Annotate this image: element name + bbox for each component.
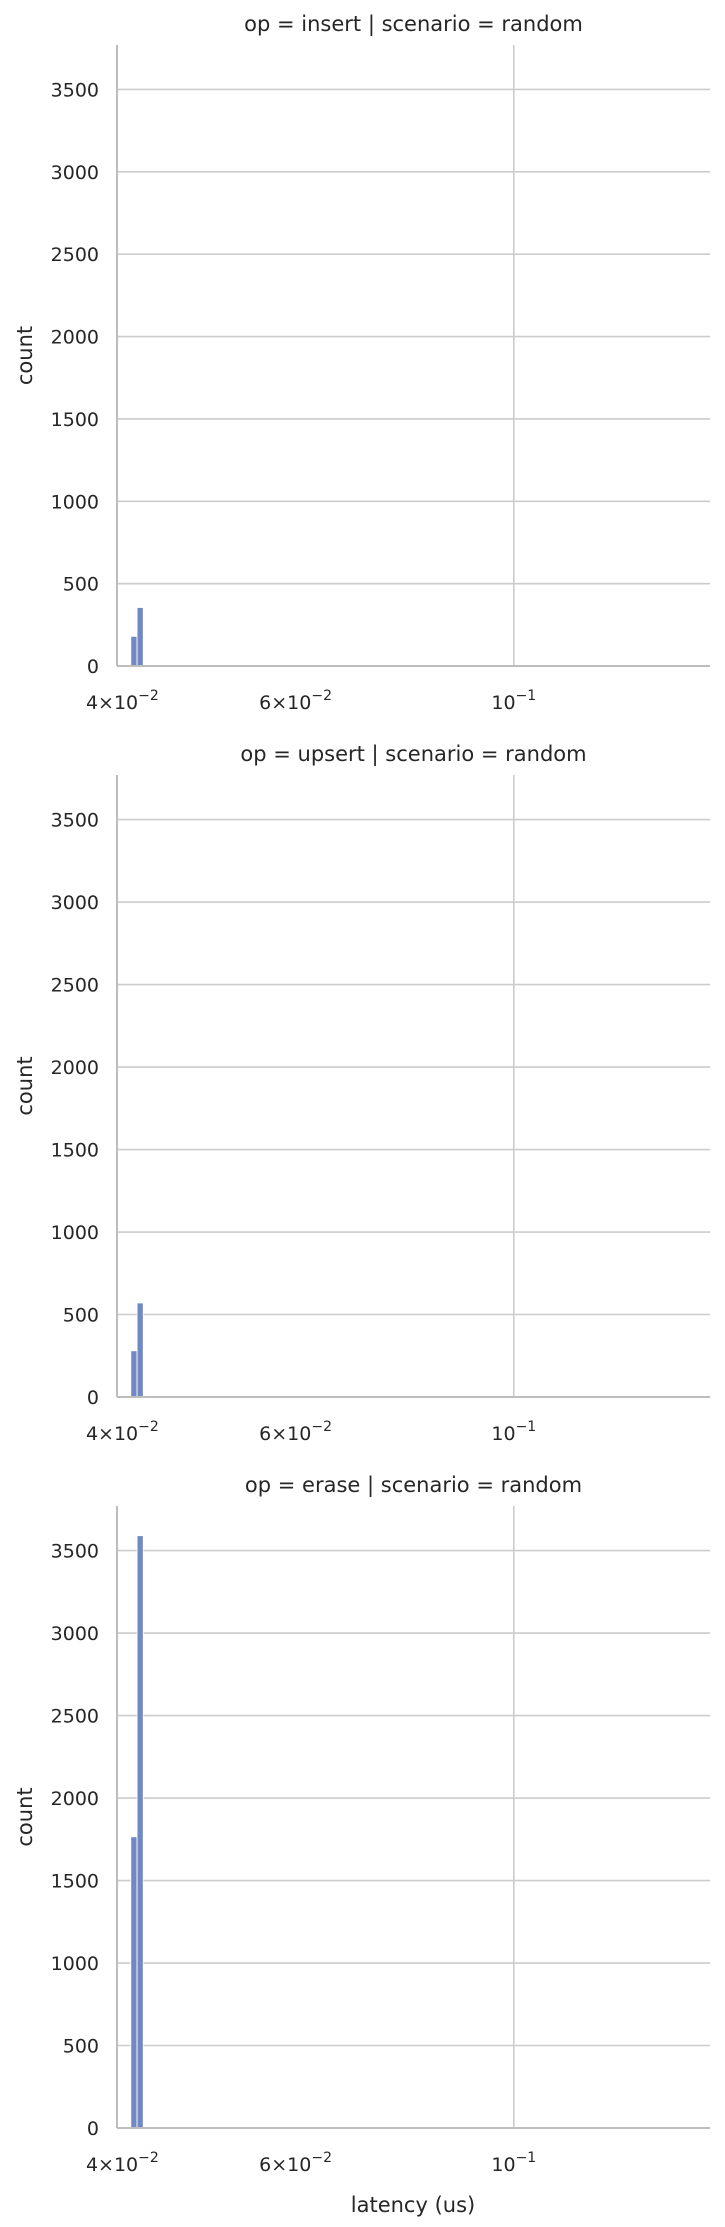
- y-tick-label: 2500: [51, 1706, 99, 1728]
- bar-layer: [130, 1302, 144, 1398]
- y-tick-label: 1500: [51, 1140, 99, 1162]
- panel-upsert: 0 500 1000 1500 2000 2500 3000 3500 4×10−2 6×10−…: [13, 742, 710, 1445]
- y-tick-label: 0: [87, 656, 99, 678]
- histogram-bar: [130, 1350, 138, 1398]
- grid-layer: [117, 1506, 710, 2128]
- bar-layer: [130, 607, 144, 667]
- x-axis-label: latency (us): [351, 2193, 475, 2217]
- x-tick-labels: 4×10−2 6×10−2 10−1: [86, 688, 536, 714]
- histogram-bar: [130, 1836, 138, 2129]
- y-tick-label: 2000: [51, 1788, 99, 1810]
- y-tick-label: 2000: [51, 327, 99, 349]
- y-tick-label: 3000: [51, 892, 99, 914]
- y-tick-label: 2500: [51, 244, 99, 266]
- y-tick-label: 3500: [51, 810, 99, 832]
- histogram-bar: [130, 635, 138, 667]
- x-tick-label: 6×10−2: [259, 688, 332, 714]
- y-tick-label: 500: [63, 1305, 99, 1327]
- panel-title: op = insert | scenario = random: [244, 12, 583, 37]
- y-axis-label: count: [13, 1787, 37, 1846]
- y-tick-label: 3000: [51, 162, 99, 184]
- histogram-bar: [136, 1302, 144, 1398]
- x-tick-label: 4×10−2: [86, 688, 159, 714]
- y-tick-label: 2000: [51, 1057, 99, 1079]
- y-tick-label: 1500: [51, 1871, 99, 1893]
- grid-layer: [117, 45, 710, 666]
- panel-insert: 0 500 1000 1500 2000 2500 3000 3500 4×10−2 6×10−…: [13, 12, 710, 714]
- x-tick-label: 4×10−2: [86, 1419, 159, 1445]
- x-tick-labels: 4×10−2 6×10−2 10−1: [86, 2150, 536, 2176]
- x-tick-label: 10−1: [491, 1419, 536, 1445]
- x-tick-label: 10−1: [491, 688, 536, 714]
- grid-layer: [117, 775, 710, 1397]
- histogram-bar: [136, 607, 144, 667]
- y-tick-label: 0: [87, 1387, 99, 1409]
- y-tick-label: 3000: [51, 1623, 99, 1645]
- x-tick-label: 6×10−2: [259, 1419, 332, 1445]
- y-tick-label: 500: [63, 2036, 99, 2058]
- y-tick-label: 1000: [51, 1953, 99, 1975]
- x-tick-label: 10−1: [491, 2150, 536, 2176]
- panel-title: op = erase | scenario = random: [245, 1473, 582, 1498]
- y-axis-label: count: [13, 1056, 37, 1115]
- x-tick-label: 4×10−2: [86, 2150, 159, 2176]
- x-tick-labels: 4×10−2 6×10−2 10−1: [86, 1419, 536, 1445]
- x-tick-label: 6×10−2: [259, 2150, 332, 2176]
- y-tick-labels: 0 500 1000 1500 2000 2500 3000 3500: [51, 79, 99, 678]
- y-tick-labels: 0 500 1000 1500 2000 2500 3000 3500: [51, 810, 99, 1409]
- panel-erase: 0 500 1000 1500 2000 2500 3000 3500 4×10−2 6×10−…: [13, 1473, 710, 2176]
- y-tick-label: 1000: [51, 491, 99, 513]
- y-tick-label: 1000: [51, 1222, 99, 1244]
- y-tick-label: 0: [87, 2118, 99, 2140]
- y-tick-label: 1500: [51, 409, 99, 431]
- y-tick-label: 500: [63, 574, 99, 596]
- bar-layer: [130, 1535, 144, 2129]
- y-tick-labels: 0 500 1000 1500 2000 2500 3000 3500: [51, 1541, 99, 2140]
- y-tick-label: 3500: [51, 79, 99, 101]
- histogram-bar: [136, 1535, 144, 2129]
- y-axis-label: count: [13, 326, 37, 385]
- y-tick-label: 2500: [51, 975, 99, 997]
- y-tick-label: 3500: [51, 1541, 99, 1563]
- panel-title: op = upsert | scenario = random: [240, 742, 586, 767]
